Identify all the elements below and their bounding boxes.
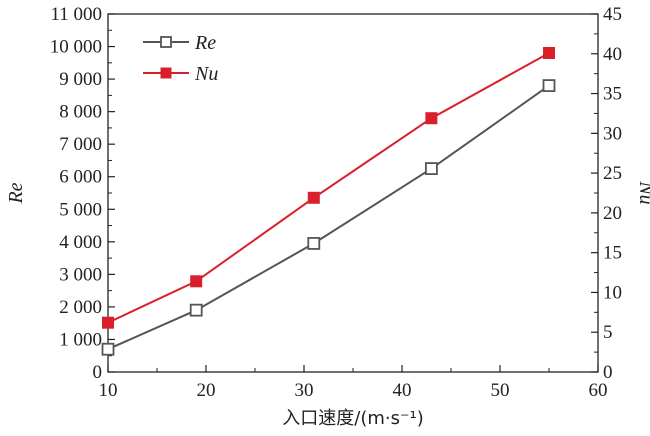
right-tick-label-3: 15 (603, 243, 622, 264)
legend-label-nu: Nu (194, 63, 218, 85)
right-tick-label-7: 35 (603, 84, 622, 105)
right-tick-label-1: 5 (603, 322, 613, 343)
series-line-re (107, 84, 550, 351)
point-re-2 (307, 237, 321, 250)
left-tick-label-11: 11 000 (50, 4, 102, 25)
left-tick-label-6: 6 000 (59, 167, 102, 188)
point-re-0 (101, 342, 115, 356)
legend-label-re: Re (194, 32, 216, 54)
series-line-nu (107, 52, 550, 324)
right-tick-label-8: 40 (603, 44, 622, 65)
left-tick-label-0: 0 (93, 362, 103, 383)
legend-marker-nu (160, 67, 172, 79)
x-tick-label-2: 30 (295, 380, 314, 401)
left-tick-label-3: 3 000 (59, 264, 102, 285)
right-tick-label-4: 20 (603, 203, 622, 224)
right-tick-label-2: 10 (603, 282, 622, 303)
point-re-1 (189, 303, 203, 317)
x-tick-label-1: 20 (197, 380, 216, 401)
right-tick-label-5: 25 (603, 163, 622, 184)
right-tick-label-6: 30 (603, 123, 622, 144)
left-tick-label-8: 8 000 (59, 102, 102, 123)
left-tick-label-2: 2 000 (59, 297, 102, 318)
point-re-3 (424, 162, 438, 175)
point-nu-4 (543, 46, 555, 59)
right-axis-title: Nu (635, 180, 650, 204)
left-axis-title: Re (5, 182, 27, 204)
point-re-4 (542, 79, 556, 92)
ticks-layer: 0 1 000 2 000 3 000 4 000 5 000 6 000 7 000 8 00… (50, 4, 622, 401)
right-tick-label-0: 0 (603, 362, 613, 383)
point-nu-1 (190, 275, 203, 288)
left-tick-label-1: 1 000 (59, 329, 102, 350)
point-nu-3 (425, 112, 438, 125)
series-layer (101, 46, 556, 356)
point-nu-0 (102, 316, 114, 329)
x-tick-label-4: 50 (491, 380, 510, 401)
x-tick-label-0: 10 (99, 380, 118, 401)
left-tick-label-5: 5 000 (59, 199, 102, 220)
left-tick-label-4: 4 000 (59, 232, 102, 253)
left-tick-label-9: 9 000 (59, 69, 102, 90)
left-tick-label-7: 7 000 (59, 134, 102, 155)
legend-marker-re (160, 36, 172, 48)
legend: Re Nu (143, 32, 218, 85)
x-axis-title: 入口速度/(m·s⁻¹) (282, 408, 423, 429)
x-tick-label-5: 60 (589, 380, 608, 401)
left-tick-label-10: 10 000 (50, 37, 102, 58)
right-tick-label-9: 45 (603, 4, 622, 25)
point-nu-2 (307, 191, 320, 204)
plot-frame (107, 13, 599, 373)
x-tick-label-3: 40 (393, 380, 412, 401)
